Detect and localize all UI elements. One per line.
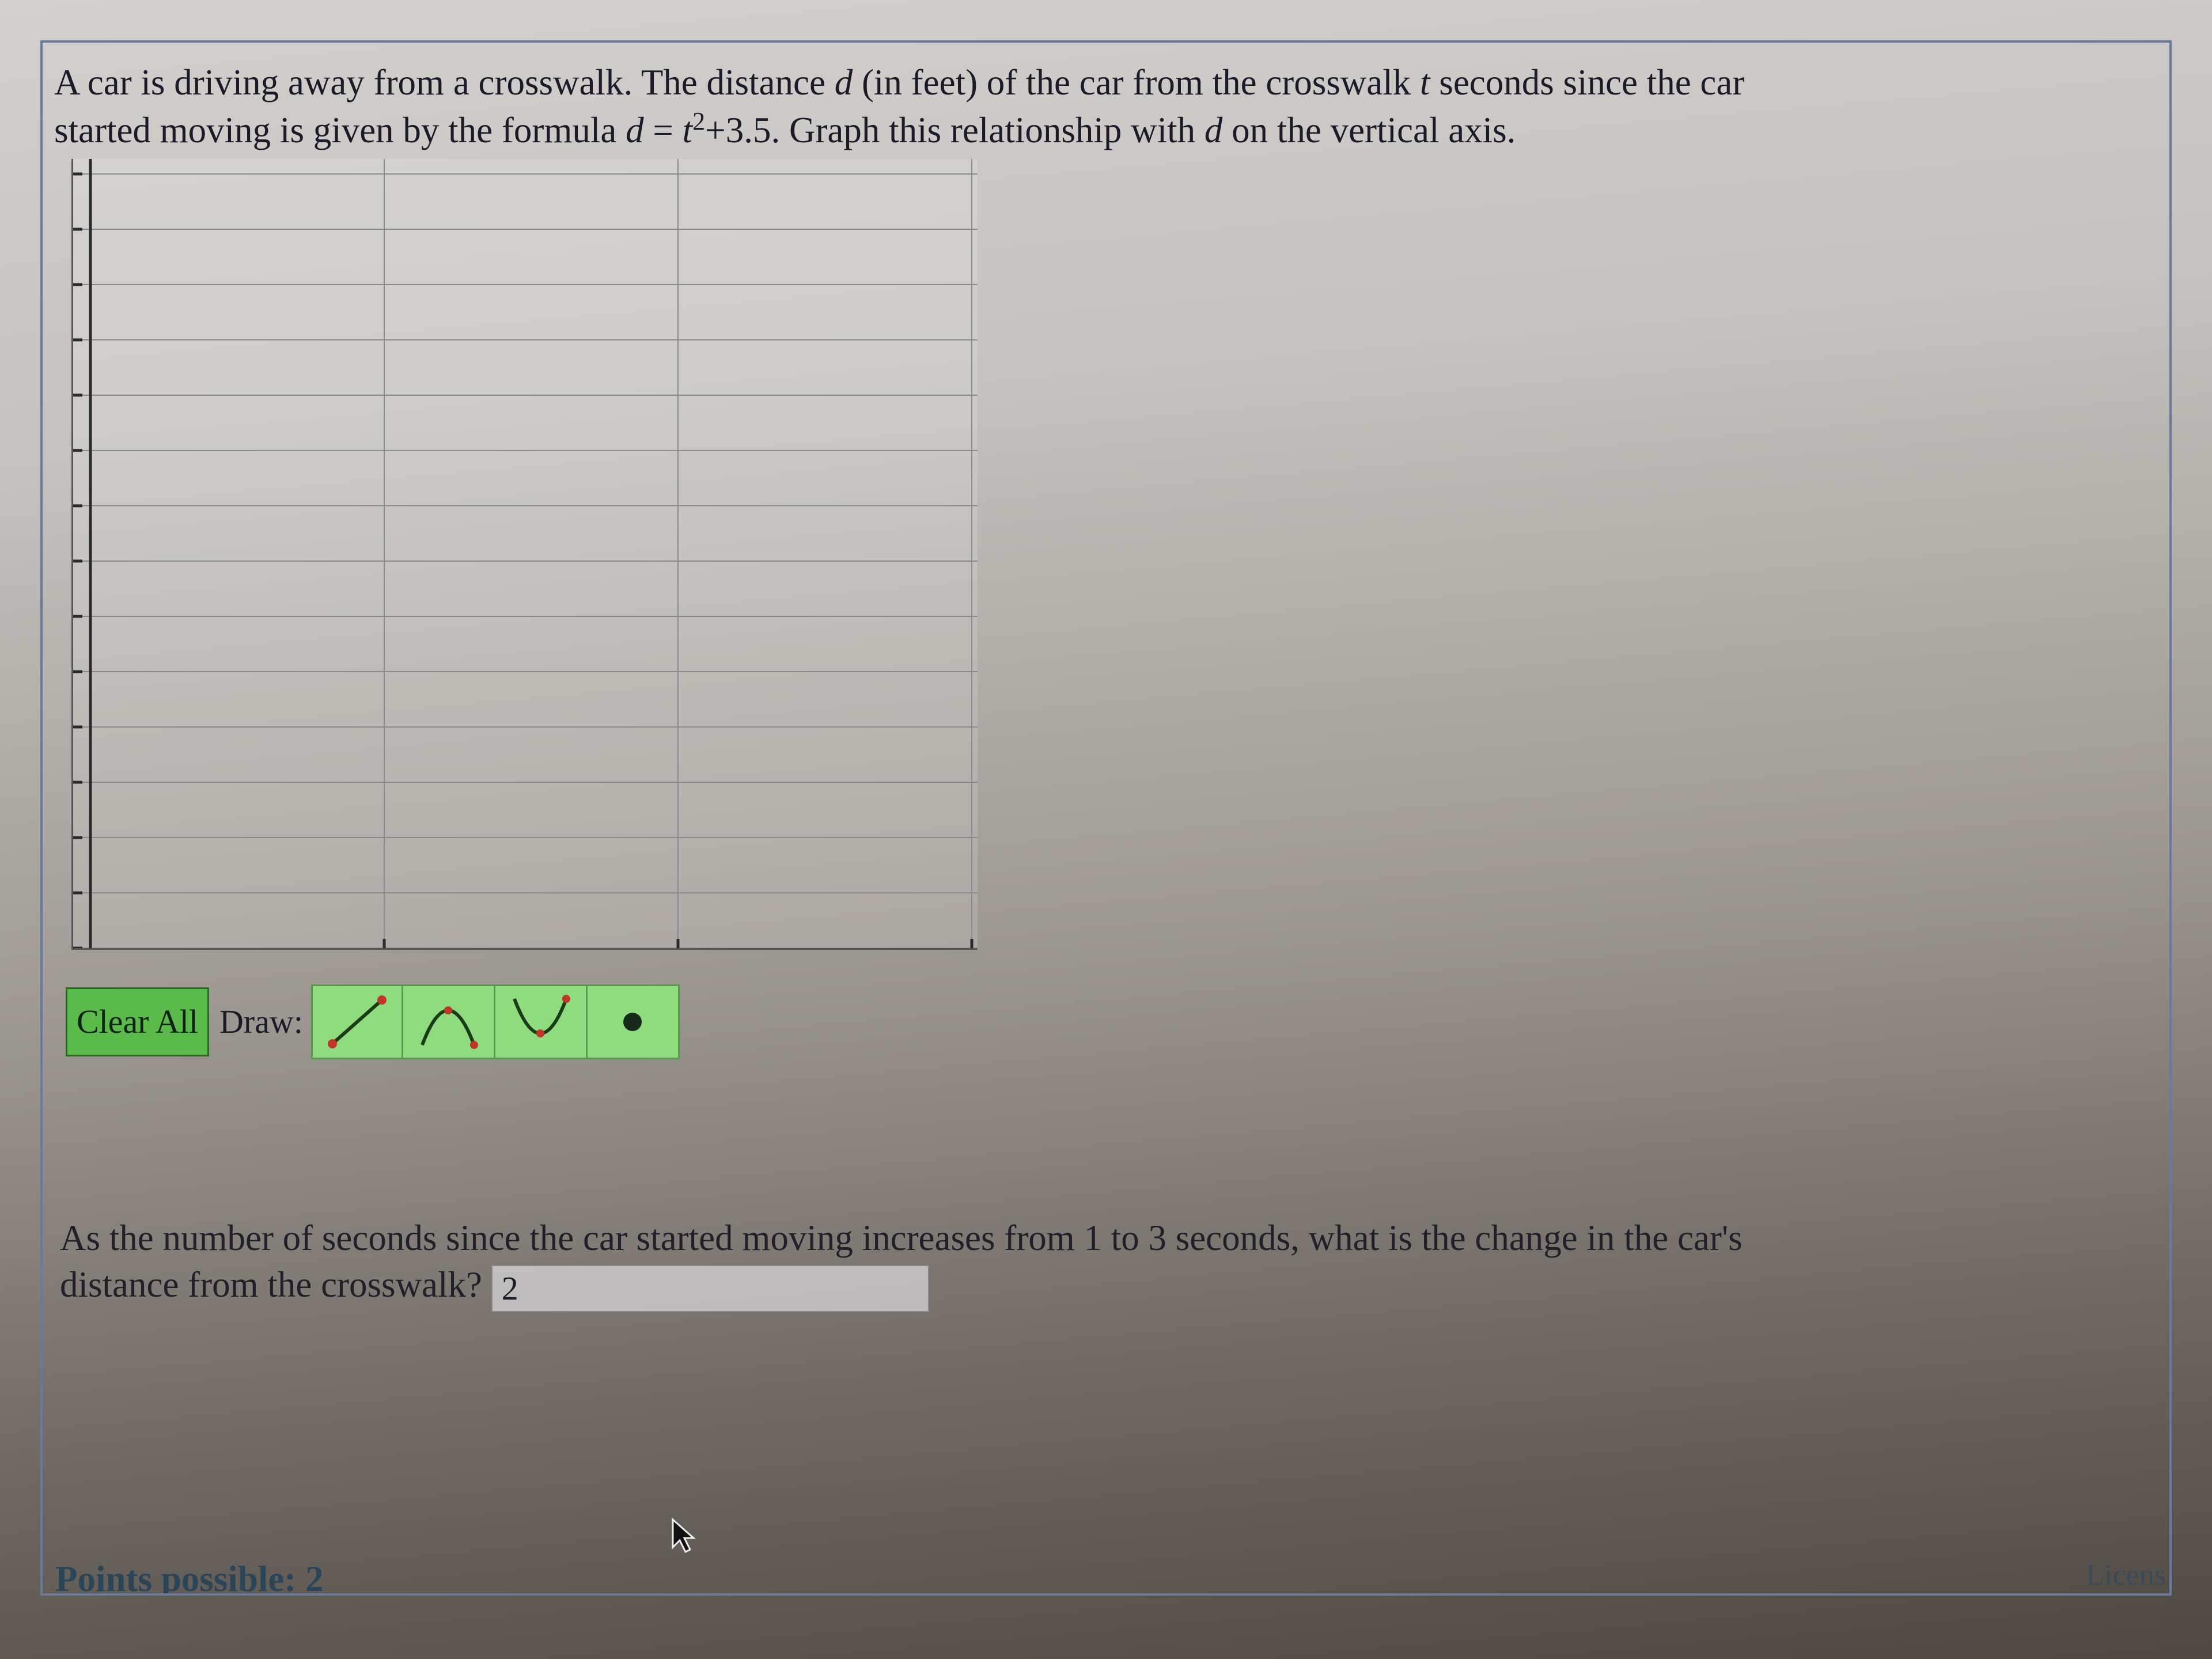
- line-tool-button[interactable]: [311, 984, 403, 1059]
- text: started moving is given by the formula: [54, 110, 626, 150]
- clear-all-button[interactable]: Clear All: [66, 987, 209, 1056]
- tool-buttons: [311, 984, 680, 1059]
- var-t: t: [1420, 62, 1430, 103]
- text: distance from the crosswalk?: [60, 1264, 491, 1305]
- text: =: [644, 110, 683, 150]
- exponent: 2: [692, 107, 705, 135]
- var-d: d: [1205, 110, 1223, 150]
- screen: A car is driving away from a crosswalk. …: [0, 0, 2212, 1659]
- draw-label: Draw:: [219, 1002, 303, 1041]
- parabola-up-icon: [509, 993, 572, 1051]
- var-d: d: [626, 110, 644, 150]
- question-panel: A car is driving away from a crosswalk. …: [40, 40, 2172, 1596]
- graph-canvas[interactable]: [71, 159, 978, 950]
- license-label: Licens: [2086, 1558, 2166, 1592]
- points-possible-label: Points possible: 2: [55, 1558, 324, 1596]
- text: on the vertical axis.: [1222, 110, 1516, 150]
- line-tool-icon: [325, 993, 389, 1051]
- parabola-down-tool-button[interactable]: [403, 984, 495, 1059]
- answer-input[interactable]: [491, 1265, 929, 1312]
- text: (in feet) of the car from the crosswalk: [853, 62, 1420, 103]
- text: seconds since the car: [1430, 62, 1745, 103]
- draw-toolbar: Clear All Draw:: [66, 984, 2164, 1059]
- point-tool-icon: [601, 993, 664, 1051]
- cursor-icon: [671, 1517, 698, 1554]
- text: As the number of seconds since the car s…: [60, 1218, 1743, 1258]
- text: +3.5. Graph this relationship with: [705, 110, 1205, 150]
- var-t: t: [683, 110, 693, 150]
- parabola-up-tool-button[interactable]: [495, 984, 588, 1059]
- parabola-down-icon: [416, 993, 480, 1051]
- graph-grid: [73, 159, 978, 948]
- point-tool-button[interactable]: [588, 984, 680, 1059]
- text: A car is driving away from a crosswalk. …: [54, 62, 835, 103]
- problem-statement: A car is driving away from a crosswalk. …: [54, 60, 2164, 153]
- follow-up-question: As the number of seconds since the car s…: [60, 1215, 2164, 1312]
- var-d: d: [835, 62, 853, 103]
